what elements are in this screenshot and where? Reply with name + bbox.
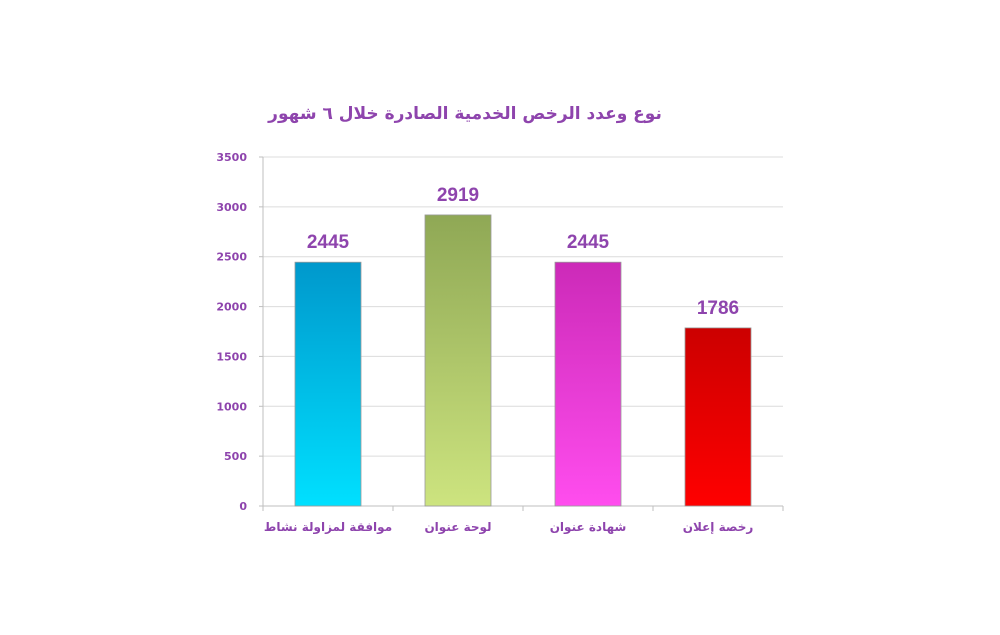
y-tick-label: 2000	[216, 301, 247, 314]
bars	[294, 214, 752, 507]
chart-title: نوع وعدد الرخص الخدمية الصادرة خلال ٦ شه…	[267, 104, 662, 124]
x-tick-labels: موافقة لمزاولة نشاط لوحة عنوان شهادة عنوان…	[264, 520, 753, 535]
y-tick-label: 1500	[216, 350, 247, 363]
bar	[424, 214, 492, 507]
y-tick-label: 0	[239, 500, 247, 513]
bar	[684, 327, 752, 507]
y-tick-labels: 0 500 1000 1500 2000 2500 3000 3500	[216, 151, 247, 513]
data-label: 2445	[567, 232, 610, 253]
y-tick-label: 2500	[216, 251, 247, 264]
y-tick-label: 1000	[216, 400, 247, 413]
x-tick-label: شهادة عنوان	[550, 520, 627, 535]
data-label: 2445	[307, 232, 350, 253]
x-tick-label: لوحة عنوان	[424, 520, 491, 535]
y-tick-label: 500	[224, 450, 247, 463]
y-tick-label: 3000	[216, 201, 247, 214]
bar	[554, 261, 622, 507]
y-tick-label: 3500	[216, 151, 247, 164]
data-label: 2919	[437, 185, 479, 206]
x-tick-label: رخصة إعلان	[683, 520, 754, 534]
x-tick-label: موافقة لمزاولة نشاط	[264, 520, 392, 535]
data-label: 1786	[697, 298, 739, 319]
data-labels: 2445 2919 2445 1786	[307, 185, 739, 319]
bar	[294, 261, 362, 507]
